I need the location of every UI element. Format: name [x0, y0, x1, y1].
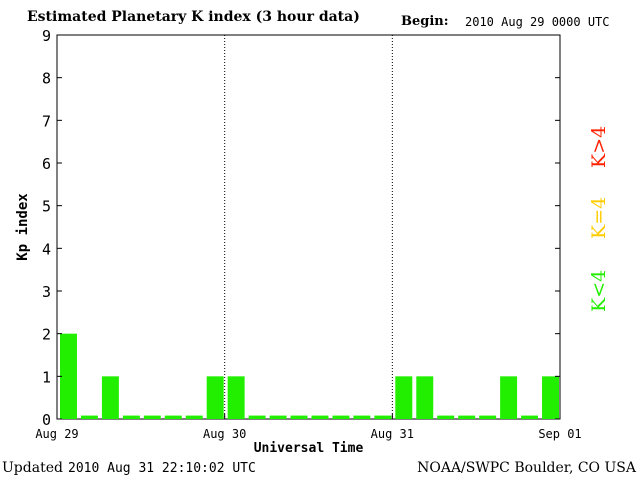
kp-bar [80, 415, 98, 419]
x-tick-label: Sep 01 [538, 427, 581, 441]
kp-bar [227, 376, 245, 419]
kp-bar [206, 376, 224, 419]
kp-bar [101, 376, 119, 419]
kp-bar [185, 415, 203, 419]
x-tick-label: Aug 30 [203, 427, 246, 441]
y-tick-label: 5 [42, 198, 51, 216]
y-tick-label: 9 [42, 27, 51, 45]
y-axis-title: Kp index [15, 193, 31, 261]
kp-bar [311, 415, 329, 419]
y-tick-label: 4 [42, 240, 51, 258]
updated-timestamp: 2010 Aug 31 22:10:02 UTC [68, 461, 256, 476]
updated-label: Updated [2, 460, 63, 476]
y-tick-label: 1 [42, 368, 51, 386]
legend-k-above-4: K>4 [588, 125, 610, 168]
x-tick-label: Aug 29 [35, 427, 78, 441]
kp-bar [290, 415, 308, 419]
y-tick-label: 6 [42, 155, 51, 173]
kp-bar [542, 376, 559, 419]
begin-label: Begin: [401, 14, 449, 29]
kp-bar [479, 415, 497, 419]
x-tick-label: Aug 31 [371, 427, 414, 441]
kp-bar [164, 415, 182, 419]
chart-title: Estimated Planetary K index (3 hour data… [27, 9, 360, 25]
legend-k-below-4: K<4 [588, 269, 610, 312]
kp-bar [353, 415, 371, 419]
kp-bar [416, 376, 434, 419]
kp-bar [269, 415, 287, 419]
kp-bar [143, 415, 161, 419]
kp-bar [395, 376, 413, 419]
begin-value: 2010 Aug 29 0000 UTC [465, 15, 610, 29]
kp-bar [500, 376, 518, 419]
kp-bar [332, 415, 350, 419]
kp-bar [248, 415, 266, 419]
y-tick-label: 2 [42, 326, 51, 344]
kp-bar [60, 333, 77, 419]
kp-bar [122, 415, 140, 419]
y-tick-label: 0 [42, 411, 51, 429]
y-tick-label: 3 [42, 283, 51, 301]
plot-frame [56, 34, 561, 420]
kp-bar [521, 415, 539, 419]
source-credit: NOAA/SWPC Boulder, CO USA [417, 460, 636, 476]
kp-bar [437, 415, 455, 419]
legend-k-equal-4: K=4 [588, 196, 610, 239]
y-tick-label: 8 [42, 70, 51, 88]
x-axis-title: Universal Time [254, 441, 364, 456]
y-tick-label: 7 [42, 112, 51, 130]
kp-bar [374, 415, 392, 419]
kp-bar [458, 415, 476, 419]
